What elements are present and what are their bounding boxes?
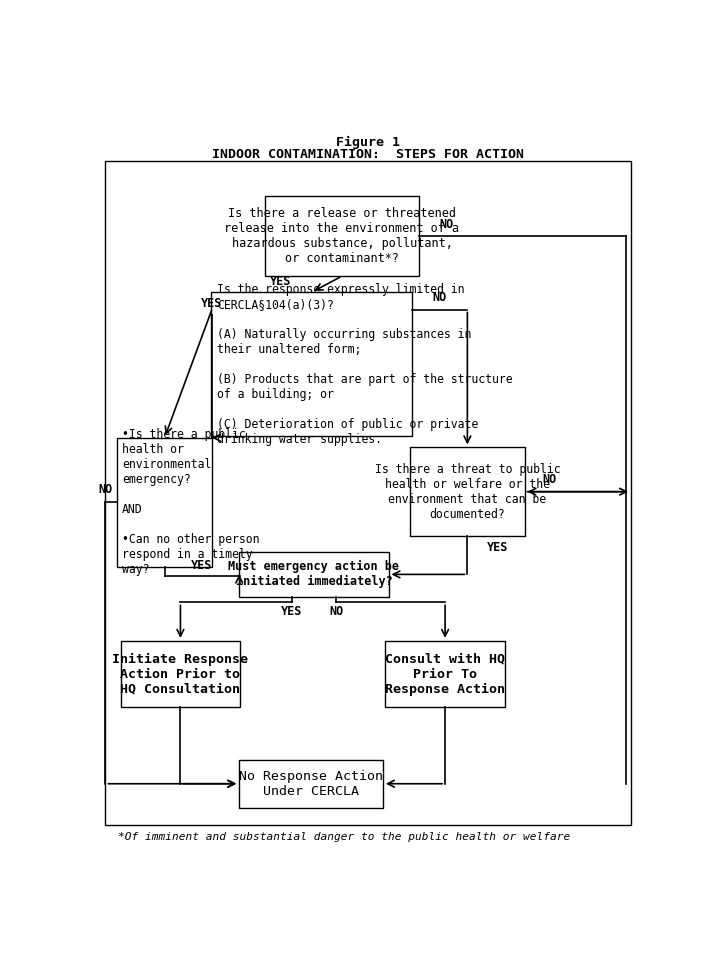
Text: YES: YES <box>270 274 292 288</box>
Text: NO: NO <box>329 605 343 618</box>
Text: NO: NO <box>433 292 447 304</box>
Text: Consult with HQ
Prior To
Response Action: Consult with HQ Prior To Response Action <box>385 652 505 695</box>
Text: Figure 1: Figure 1 <box>336 136 400 149</box>
FancyBboxPatch shape <box>116 437 213 567</box>
Text: YES: YES <box>201 297 223 310</box>
FancyBboxPatch shape <box>265 197 418 276</box>
Text: NO: NO <box>99 482 113 496</box>
Text: *Of imminent and substantial danger to the public health or welfare: *Of imminent and substantial danger to t… <box>118 832 570 842</box>
Text: No Response Action
Under CERCLA: No Response Action Under CERCLA <box>239 770 383 798</box>
Text: Is the response expressly limited in
CERCLA§104(a)(3)?

(A) Naturally occurring : Is the response expressly limited in CER… <box>217 283 513 446</box>
Text: YES: YES <box>281 605 302 618</box>
Text: Is there a threat to public
health or welfare or the
environment that can be
doc: Is there a threat to public health or we… <box>375 462 560 521</box>
FancyBboxPatch shape <box>239 760 383 807</box>
FancyBboxPatch shape <box>239 552 388 596</box>
FancyBboxPatch shape <box>121 641 240 708</box>
FancyBboxPatch shape <box>411 447 524 536</box>
Text: YES: YES <box>191 559 213 572</box>
Text: INDOOR CONTAMINATION:  STEPS FOR ACTION: INDOOR CONTAMINATION: STEPS FOR ACTION <box>213 149 524 161</box>
Text: YES: YES <box>487 541 509 554</box>
Text: Is there a release or threatened
release into the environment of a
hazardous sub: Is there a release or threatened release… <box>224 207 459 266</box>
Text: NO: NO <box>439 218 454 231</box>
FancyBboxPatch shape <box>211 292 412 436</box>
Text: NO: NO <box>542 474 557 486</box>
Text: •Is there a public
health or
environmental
emergency?

AND

•Can no other person: •Is there a public health or environment… <box>122 429 260 576</box>
Text: Initiate Response
Action Prior to
HQ Consultation: Initiate Response Action Prior to HQ Con… <box>112 652 249 695</box>
FancyBboxPatch shape <box>385 641 505 708</box>
Text: Must emergency action be
initiated immediately?: Must emergency action be initiated immed… <box>229 560 399 589</box>
